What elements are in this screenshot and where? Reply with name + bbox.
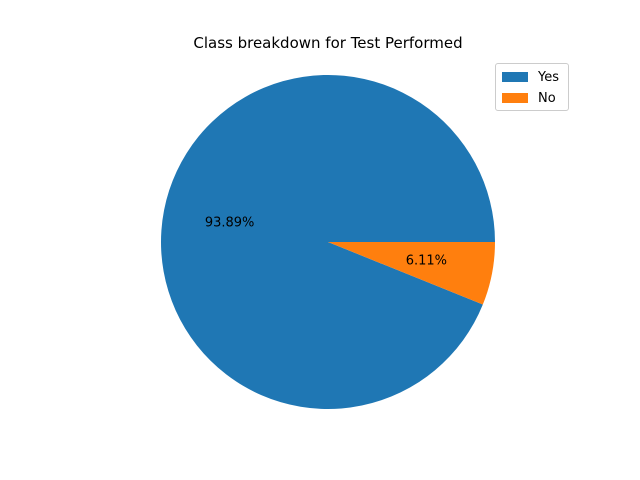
legend: Yes No — [495, 63, 569, 111]
legend-label-yes: Yes — [538, 69, 559, 85]
pie-label-no: 6.11% — [406, 254, 447, 269]
pie-label-yes: 93.89% — [205, 215, 255, 230]
legend-item-no: No — [502, 90, 556, 106]
legend-label-no: No — [538, 90, 556, 106]
pie-slice-yes — [161, 75, 495, 409]
pie-slices — [161, 75, 495, 409]
pie-labels: 93.89% 6.11% — [205, 215, 447, 268]
pie-slice-no — [328, 242, 495, 305]
chart-title: Class breakdown for Test Performed — [193, 34, 463, 52]
legend-swatch-no — [502, 93, 528, 103]
legend-swatch-yes — [502, 72, 528, 82]
legend-item-yes: Yes — [502, 69, 559, 85]
